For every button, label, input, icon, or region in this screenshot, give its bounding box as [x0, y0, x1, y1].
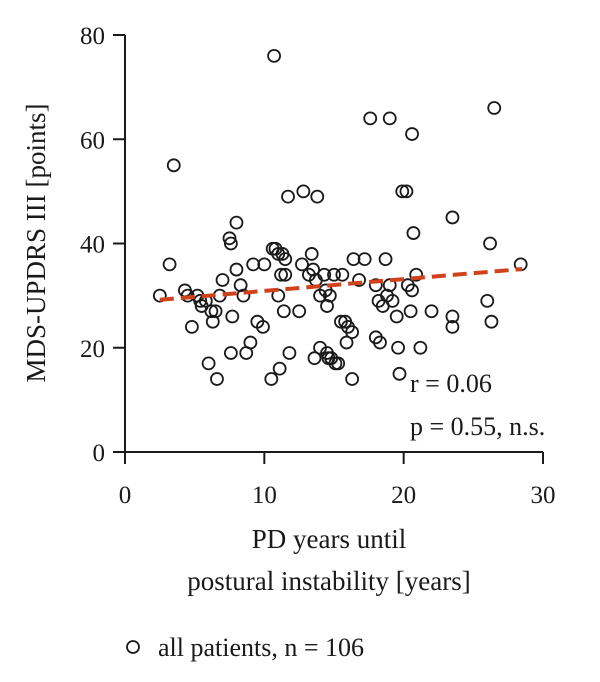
data-point [352, 273, 366, 287]
data-point [389, 309, 404, 324]
trend-line [159, 267, 523, 302]
correlation-r-label: r = 0.06 [410, 369, 492, 398]
data-point [317, 267, 332, 282]
data-point [346, 252, 361, 267]
data-point [424, 304, 439, 319]
y-tick-label: 60 [80, 127, 105, 154]
legend-label: all patients, n = 106 [158, 633, 364, 662]
data-point [445, 210, 460, 225]
data-point [281, 189, 295, 204]
data-point [236, 288, 251, 303]
data-point [322, 288, 337, 303]
data-point [184, 319, 199, 334]
data-point [483, 236, 497, 251]
data-point [382, 111, 397, 126]
data-point [267, 48, 281, 63]
data-point [307, 351, 322, 366]
x-tick-label: 0 [119, 482, 132, 509]
legend: all patients, n = 106 [126, 633, 364, 662]
data-point [484, 314, 499, 329]
data-point [166, 158, 181, 173]
data-point [480, 293, 495, 308]
data-point [246, 257, 261, 272]
data-point [391, 340, 405, 355]
data-point [445, 319, 460, 334]
y-tick-label: 20 [80, 336, 105, 363]
data-point [409, 267, 424, 282]
data-points [152, 48, 528, 386]
data-point [368, 278, 383, 293]
data-point [223, 236, 238, 251]
data-point [373, 335, 387, 350]
data-point [406, 226, 421, 240]
legend-marker-icon [126, 640, 140, 654]
data-point [229, 262, 244, 277]
y-tick-label: 40 [80, 232, 105, 259]
data-point [331, 356, 346, 371]
annotations: r = 0.06 p = 0.55, n.s. [410, 369, 545, 441]
data-point [304, 247, 319, 261]
data-point [278, 252, 293, 267]
data-point [295, 257, 309, 272]
x-tick-label: 20 [391, 482, 416, 509]
data-point [204, 304, 219, 319]
data-point [225, 309, 240, 324]
data-point [208, 304, 223, 319]
data-point [272, 361, 287, 376]
data-point [223, 346, 238, 360]
data-point [378, 252, 393, 267]
data-point [345, 325, 360, 340]
data-point [339, 335, 354, 350]
data-point [405, 127, 419, 141]
data-point [276, 304, 291, 319]
data-point [405, 283, 419, 298]
data-point [201, 356, 216, 371]
data-point [264, 372, 279, 386]
data-point [399, 184, 414, 199]
x-axis-title: PD years until postural instability [year… [187, 524, 470, 596]
y-tick-label: 0 [93, 440, 106, 467]
data-point [256, 319, 270, 334]
data-point [345, 372, 360, 386]
data-point [210, 372, 224, 386]
p-value-label: p = 0.55, n.s. [410, 412, 545, 441]
data-point [215, 273, 230, 287]
x-axis-title-line: postural instability [years] [187, 566, 470, 596]
data-point [327, 267, 341, 282]
data-point [222, 231, 237, 246]
y-tick-label: 80 [80, 23, 105, 50]
data-point [310, 189, 325, 204]
x-tick-label: 30 [531, 482, 556, 509]
data-point [282, 346, 297, 360]
data-point [229, 215, 244, 230]
data-point [445, 309, 460, 324]
data-point [385, 293, 400, 308]
data-point [357, 252, 372, 267]
data-point [296, 184, 311, 199]
data-point [363, 111, 378, 126]
x-axis-title-line: PD years until [252, 524, 407, 554]
data-point [335, 267, 350, 282]
data-point [243, 335, 258, 350]
data-point [403, 304, 418, 319]
data-point [152, 288, 167, 303]
data-point [487, 101, 502, 115]
tick-layer: 0 20 40 60 80 0 10 20 30 [80, 23, 556, 509]
data-point [392, 366, 407, 381]
data-point [162, 257, 177, 272]
data-point [278, 267, 293, 282]
data-point [382, 278, 397, 293]
data-point [395, 184, 410, 199]
data-point [292, 304, 307, 319]
data-point [257, 257, 272, 272]
data-point [193, 293, 208, 308]
x-tick-label: 10 [252, 482, 277, 509]
y-axis-title: MDS-UPDRS III [points] [21, 103, 51, 382]
data-point [413, 340, 428, 355]
data-point [274, 267, 288, 282]
